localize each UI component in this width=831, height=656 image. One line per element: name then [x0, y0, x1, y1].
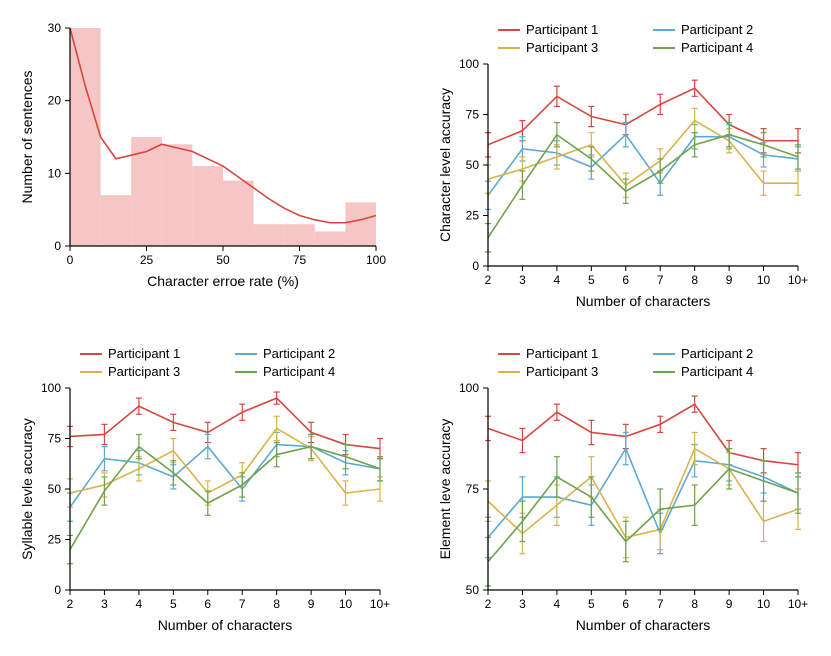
y-axis-label: Syllable levle accuracy — [19, 418, 35, 560]
x-tick-label: 6 — [622, 597, 629, 611]
legend-label: Participant 1 — [526, 346, 598, 361]
legend-label: Participant 3 — [526, 40, 598, 55]
y-tick-label: 50 — [465, 583, 479, 597]
y-tick-label: 20 — [48, 94, 62, 108]
histogram-bar — [70, 28, 101, 246]
x-tick-label: 10+ — [787, 273, 807, 287]
x-tick-label: 10 — [756, 597, 770, 611]
x-tick-label: 2 — [67, 597, 74, 611]
x-tick-label: 100 — [366, 253, 386, 267]
x-tick-label: 6 — [622, 273, 629, 287]
histogram-bar — [101, 195, 132, 246]
y-tick-label: 75 — [465, 108, 479, 122]
y-tick-label: 25 — [48, 533, 62, 547]
legend-label: Participant 2 — [681, 346, 753, 361]
histogram-bar — [192, 166, 223, 246]
x-tick-label: 2 — [484, 597, 491, 611]
y-axis-label: Number of sentences — [19, 70, 35, 203]
y-tick-label: 25 — [465, 209, 479, 223]
legend-label: Participant 4 — [681, 364, 753, 379]
y-tick-label: 30 — [48, 21, 62, 35]
x-tick-label: 4 — [136, 597, 143, 611]
x-tick-label: 75 — [293, 253, 307, 267]
y-tick-label: 100 — [458, 57, 478, 71]
histogram-bar — [345, 202, 376, 246]
legend-label: Participant 2 — [681, 22, 753, 37]
x-tick-label: 5 — [587, 597, 594, 611]
panel-histogram: 0 25 50 75 100 0 10 20 30 Character erroe rate (%… — [16, 16, 398, 316]
x-tick-label: 5 — [587, 273, 594, 287]
panel-char-level: Participant 1 Participant 2 Participant 3 P… — [434, 16, 816, 316]
x-tick-label: 4 — [553, 597, 560, 611]
x-tick-label: 6 — [204, 597, 211, 611]
x-tick-label: 8 — [691, 273, 698, 287]
histogram-bar — [315, 231, 346, 246]
x-tick-label: 3 — [101, 597, 108, 611]
series-line-p1 — [488, 404, 798, 465]
y-tick-label: 50 — [465, 158, 479, 172]
y-tick-label: 100 — [458, 381, 478, 395]
histogram-bar — [162, 144, 193, 246]
panel-syllable-level: Participant 1 Participant 2 Participant 3 P… — [16, 340, 398, 640]
x-tick-label: 0 — [67, 253, 74, 267]
x-tick-label: 8 — [273, 597, 280, 611]
legend-label: Participant 4 — [681, 40, 753, 55]
legend-label: Participant 3 — [526, 364, 598, 379]
x-tick-label: 2 — [484, 273, 491, 287]
x-tick-label: 50 — [216, 253, 230, 267]
x-tick-label: 3 — [519, 273, 526, 287]
series-line-p1 — [488, 88, 798, 145]
y-tick-label: 100 — [41, 381, 61, 395]
y-tick-label: 75 — [48, 432, 62, 446]
x-tick-label: 10 — [339, 597, 353, 611]
x-tick-label: 4 — [553, 273, 560, 287]
y-tick-label: 0 — [54, 583, 61, 597]
histogram-bar — [223, 181, 254, 246]
histogram-bar — [284, 224, 315, 246]
x-tick-label: 8 — [691, 597, 698, 611]
x-tick-label: 10+ — [787, 597, 807, 611]
x-axis-label: Character erroe rate (%) — [147, 273, 299, 289]
x-tick-label: 7 — [656, 597, 663, 611]
histogram-bar — [254, 224, 285, 246]
x-tick-label: 5 — [170, 597, 177, 611]
legend-label: Participant 3 — [108, 364, 180, 379]
series-line-p3 — [488, 121, 798, 186]
y-tick-label: 75 — [465, 482, 479, 496]
y-tick-label: 50 — [48, 482, 62, 496]
series-line-p1 — [70, 398, 380, 449]
series-line-p4 — [70, 447, 380, 550]
x-axis-label: Number of characters — [575, 617, 710, 633]
x-tick-label: 9 — [308, 597, 315, 611]
x-tick-label: 10+ — [370, 597, 390, 611]
y-tick-label: 0 — [54, 239, 61, 253]
x-tick-label: 3 — [519, 597, 526, 611]
x-tick-label: 10 — [756, 273, 770, 287]
legend-label: Participant 4 — [263, 364, 335, 379]
legend-label: Participant 1 — [108, 346, 180, 361]
y-axis-label: Character level accuracy — [437, 88, 453, 242]
x-tick-label: 9 — [725, 597, 732, 611]
series-line-p4 — [488, 469, 798, 562]
x-tick-label: 7 — [656, 273, 663, 287]
y-tick-label: 10 — [48, 166, 62, 180]
x-axis-label: Number of characters — [575, 293, 710, 309]
legend-label: Participant 1 — [526, 22, 598, 37]
x-tick-label: 7 — [239, 597, 246, 611]
x-axis-label: Number of characters — [158, 617, 293, 633]
x-tick-label: 9 — [725, 273, 732, 287]
x-tick-label: 25 — [140, 253, 154, 267]
y-axis-label: Element leve accuracy — [437, 419, 453, 560]
figure-grid: 02550751000102030Character erroe rate (%… — [16, 16, 815, 640]
y-tick-label: 0 — [472, 259, 479, 273]
panel-element-level: Participant 1 Participant 2 Participant 3 P… — [434, 340, 816, 640]
legend-label: Participant 2 — [263, 346, 335, 361]
